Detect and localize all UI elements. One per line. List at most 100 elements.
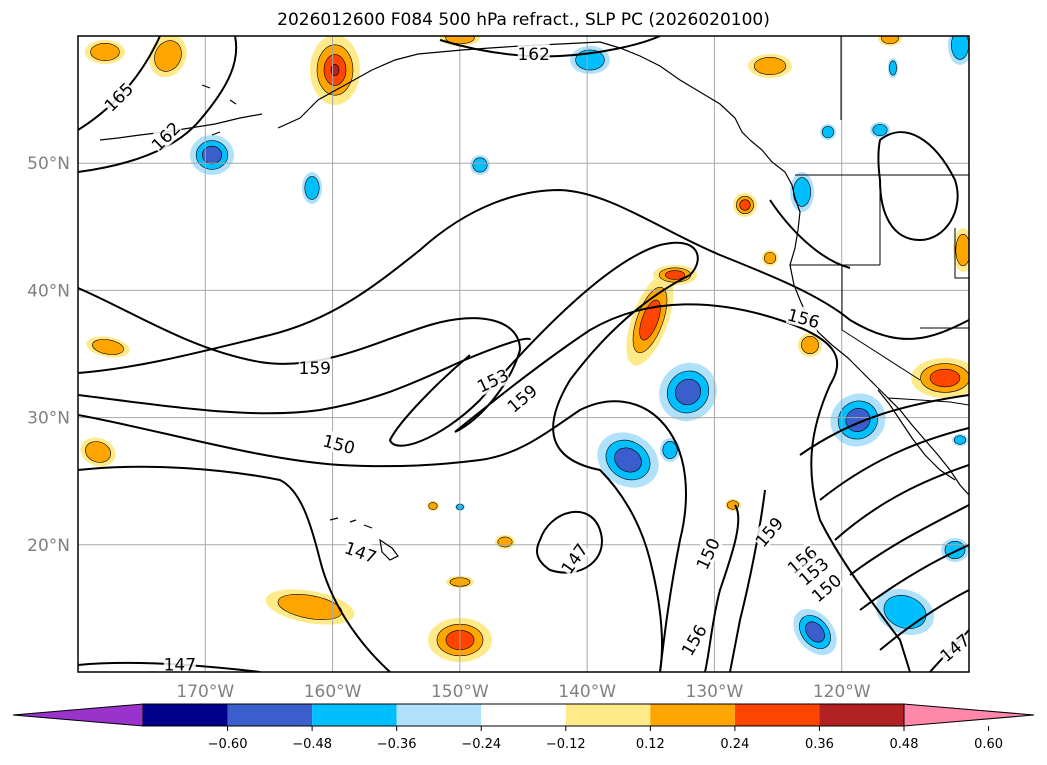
anomaly-level-n024 bbox=[953, 435, 967, 445]
lon-tick-label: 120°W bbox=[813, 682, 871, 702]
map-title: 2026012600 F084 500 hPa refract., SLP PC… bbox=[277, 10, 770, 30]
colorbar-segment bbox=[481, 704, 566, 726]
anomaly-blob bbox=[660, 438, 680, 462]
colorbar-extend-high bbox=[903, 703, 1035, 727]
anomaly-level-p024 bbox=[881, 36, 899, 45]
anomaly-level-n036 bbox=[202, 145, 222, 165]
contour-label-text: 162 bbox=[517, 45, 549, 65]
colorbar-tick-label: 0.36 bbox=[805, 737, 834, 752]
anomaly-level-p024 bbox=[801, 336, 819, 354]
lon-tick-label: 130°W bbox=[686, 682, 744, 702]
contour-label: 159 bbox=[299, 356, 331, 379]
colorbar-tick-label: −0.60 bbox=[208, 737, 248, 752]
anomaly-level-n024 bbox=[472, 157, 488, 173]
anomaly-level-n024 bbox=[889, 60, 897, 76]
anomaly-level-n036 bbox=[675, 378, 701, 406]
gridlines bbox=[78, 36, 969, 672]
contour-south-band bbox=[799, 394, 969, 672]
contour-label-bg bbox=[163, 653, 196, 672]
colorbar-segment bbox=[819, 704, 904, 726]
anomaly-level-n024 bbox=[662, 441, 678, 459]
anomaly-level-p024 bbox=[753, 57, 787, 75]
anomaly-level-p024 bbox=[428, 502, 438, 510]
anomaly-blob bbox=[149, 36, 187, 78]
map-frame bbox=[77, 35, 970, 673]
borders bbox=[790, 36, 969, 406]
colorbar-tick-label: −0.36 bbox=[377, 737, 417, 752]
lon-tick-label: 150°W bbox=[431, 682, 489, 702]
anomaly-level-p036 bbox=[739, 199, 751, 211]
colorbar-tick-label: −0.12 bbox=[546, 737, 586, 752]
colorbar-tick-label: 0.60 bbox=[974, 737, 1003, 752]
coastline-hawaii bbox=[329, 517, 399, 561]
anomaly-level-n024 bbox=[304, 176, 320, 200]
anomaly-blob bbox=[427, 501, 439, 511]
anomaly-shading bbox=[80, 36, 969, 662]
anomaly-blob bbox=[626, 274, 674, 366]
anomaly-blob bbox=[911, 358, 969, 398]
anomaly-blob bbox=[86, 336, 130, 358]
contour-label-bg bbox=[807, 569, 845, 606]
colorbar-tick-label: −0.48 bbox=[292, 737, 332, 752]
colorbar-segment bbox=[734, 704, 820, 726]
colorbar-tick-label: 0.12 bbox=[636, 737, 665, 752]
latitude-labels: 20°N 30°N 40°N 50°N bbox=[27, 154, 70, 556]
anomaly-blob bbox=[941, 538, 969, 562]
anomaly-level-p036 bbox=[929, 368, 961, 388]
anomaly-blob bbox=[820, 124, 836, 140]
contour-156 bbox=[78, 188, 969, 374]
colorbar-extend-low bbox=[12, 703, 144, 727]
colorbar-segment bbox=[312, 704, 397, 726]
lat-tick-label: 50°N bbox=[27, 154, 70, 174]
anomaly-blob bbox=[762, 250, 778, 266]
anomaly-blob bbox=[875, 588, 935, 636]
contour-label-bg bbox=[146, 117, 184, 155]
colorbar-segment bbox=[227, 704, 313, 726]
anomaly-level-p024 bbox=[90, 43, 120, 61]
contour-156-northeast bbox=[769, 131, 959, 269]
anomaly-blob bbox=[310, 36, 360, 105]
contour-label-bg bbox=[99, 77, 137, 115]
anomaly-level-p036 bbox=[639, 299, 661, 341]
anomaly-blob bbox=[953, 228, 969, 272]
slp-contours bbox=[78, 36, 969, 672]
anomaly-blob bbox=[725, 499, 741, 511]
contour-147-low bbox=[78, 465, 603, 672]
anomaly-blob bbox=[470, 155, 490, 175]
anomaly-level-n024 bbox=[883, 595, 927, 629]
anomaly-blob bbox=[888, 58, 898, 78]
contour-label-bg bbox=[556, 539, 591, 578]
anomaly-blob bbox=[870, 122, 890, 138]
contour-label-text: 147 bbox=[164, 655, 196, 675]
anomaly-blob bbox=[798, 333, 822, 357]
contour-label-text: 159 bbox=[299, 359, 331, 379]
anomaly-blob bbox=[948, 36, 969, 65]
contour-label-bg bbox=[676, 620, 710, 659]
anomaly-blob bbox=[597, 432, 659, 488]
contour-label-bg bbox=[785, 303, 822, 332]
anomaly-level-n024 bbox=[821, 125, 835, 139]
lat-tick-label: 20°N bbox=[27, 536, 70, 556]
anomaly-level-n024 bbox=[951, 36, 969, 60]
lat-tick-label: 40°N bbox=[27, 281, 70, 301]
contour-label: 162 bbox=[517, 42, 550, 65]
contour-label-bg bbox=[782, 541, 821, 578]
contour-150-east bbox=[704, 489, 766, 672]
contour-label-bg bbox=[473, 363, 512, 396]
anomaly-blob bbox=[85, 40, 125, 64]
colorbar-segment bbox=[650, 704, 735, 726]
anomaly-level-n024 bbox=[872, 123, 888, 137]
anomaly-blob bbox=[748, 54, 792, 78]
anomaly-level-p024 bbox=[497, 536, 513, 548]
contour-162-gulf bbox=[439, 36, 661, 58]
coastline-baja bbox=[877, 389, 956, 481]
contour-150 bbox=[78, 400, 687, 672]
anomaly-blob bbox=[793, 608, 837, 656]
colorbar: −0.60 −0.48 −0.36 −0.24 −0.12 0.12 0.24 0.36 0.4… bbox=[12, 703, 1035, 752]
contour-label: 147 bbox=[163, 653, 196, 675]
anomaly-level-p024 bbox=[85, 441, 111, 463]
anomaly-blob bbox=[80, 437, 116, 467]
colorbar-segment bbox=[143, 704, 228, 726]
